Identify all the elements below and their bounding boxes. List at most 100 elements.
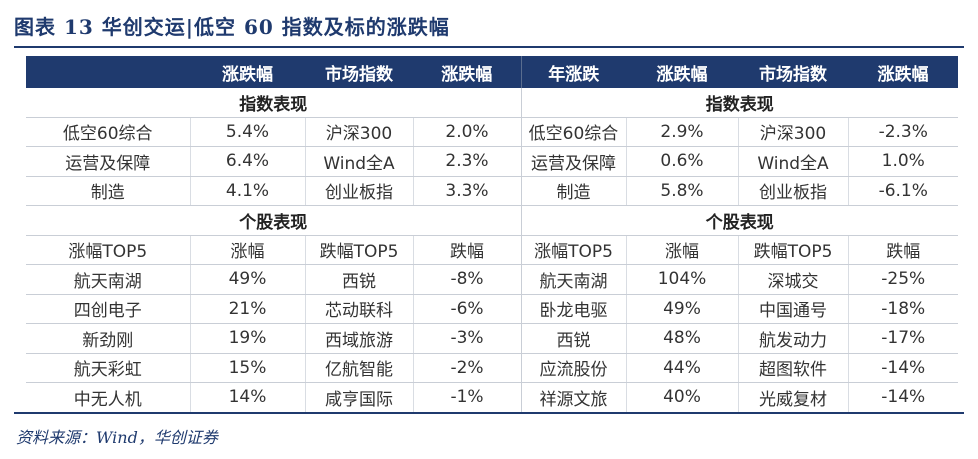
table-row: 低空60综合 5.4% 沪深300 2.0% 低空60综合 2.9% 沪深300…: [26, 117, 958, 147]
table-cell: 21%: [189, 294, 305, 324]
table-cell: 西锐: [520, 323, 626, 354]
table-cell: -18%: [847, 294, 958, 324]
table-row: 制造 4.1% 创业板指 3.3% 制造 5.8% 创业板指 -6.1%: [26, 176, 958, 206]
table-cell: 3.3%: [412, 176, 521, 206]
header-cell: 涨跌幅: [413, 56, 521, 88]
table-row: 航天彩虹 15% 亿航智能 -2% 应流股份 44% 超图软件 -14%: [26, 353, 958, 383]
figure-title: 图表 13 华创交运|低空 60 指数及标的涨跌幅: [14, 15, 450, 39]
table-cell: 创业板指: [737, 176, 848, 206]
header-cell: 涨跌幅: [626, 56, 738, 88]
table-cell: 超图软件: [737, 353, 848, 383]
header-cell: 市场指数: [738, 56, 848, 88]
subheader-cell: 涨幅: [189, 235, 305, 265]
table-cell: 44%: [625, 353, 738, 383]
table-cell: 航天南湖: [520, 264, 626, 295]
table-cell: Wind全A: [737, 146, 848, 177]
table-cell: -6.1%: [847, 176, 958, 206]
performance-table: 涨跌幅 市场指数 涨跌幅 年涨跌 涨跌幅 市场指数 涨跌幅 指数表现 指数表现 …: [26, 56, 958, 412]
table-cell: 2.0%: [412, 117, 521, 147]
table-cell: 低空60综合: [26, 117, 190, 147]
section-row-index: 指数表现 指数表现: [26, 88, 958, 118]
table-cell: 中无人机: [73, 389, 142, 410]
table-cell: 祥源文旅: [520, 382, 626, 412]
section-label-stocks-left: 个股表现: [26, 205, 521, 236]
section-label-index-left: 指数表现: [26, 88, 521, 118]
table-cell: -3%: [412, 323, 521, 354]
table-cell: 5.4%: [189, 117, 305, 147]
table-cell: 深城交: [737, 264, 848, 295]
table-cell: -17%: [847, 323, 958, 354]
table-row: 航天南湖 49% 西锐 -8% 航天南湖 104% 深城交 -25%: [26, 264, 958, 295]
table-cell: -1%: [412, 382, 521, 412]
table-cell: 15%: [189, 353, 305, 383]
table-cell: -2%: [412, 353, 521, 383]
subheader-cell: 涨幅TOP5: [520, 235, 626, 265]
header-cell: 年涨跌: [520, 56, 626, 88]
header-cell: 市场指数: [305, 56, 413, 88]
table-cell: 中国通号: [737, 294, 848, 324]
table-cell: 14%: [189, 382, 305, 412]
table-cell: 19%: [189, 323, 305, 354]
table-cell: 四创电子: [26, 294, 190, 324]
table-cell: 4.1%: [189, 176, 305, 206]
table-cell: 芯动联科: [304, 294, 413, 324]
table-cell: 亿航智能: [304, 353, 413, 383]
table-cell: 6.4%: [189, 146, 305, 177]
table-header-row: 涨跌幅 市场指数 涨跌幅 年涨跌 涨跌幅 市场指数 涨跌幅: [26, 56, 958, 88]
table-bottom-rule: [14, 412, 964, 414]
table-cell: 新劲刚: [26, 323, 190, 354]
table-cell: Wind全A: [304, 146, 413, 177]
section-label-index-right: 指数表现: [520, 88, 958, 118]
table-cell: -2.3%: [847, 117, 958, 147]
table-cell: 40%: [625, 382, 738, 412]
table-cell: -6%: [412, 294, 521, 324]
table-cell: 应流股份: [520, 353, 626, 383]
table-cell: 49%: [625, 294, 738, 324]
table-row: 中无人机 14% 咸亨国际 -1% 祥源文旅 40% 光威复材 -14%: [26, 382, 958, 412]
table-cell: 航发动力: [737, 323, 848, 354]
subheader-cell: 跌幅TOP5: [304, 235, 413, 265]
table-cell: 5.8%: [625, 176, 738, 206]
table-cell: -14%: [847, 382, 958, 412]
table-cell: 2.9%: [625, 117, 738, 147]
table-cell: 卧龙电驱: [520, 294, 626, 324]
subheader-cell: 涨幅: [625, 235, 738, 265]
source-note: 资料来源：Wind，华创证券: [16, 428, 218, 447]
table-cell: 西锐: [304, 264, 413, 295]
table-cell: -8%: [412, 264, 521, 295]
table-cell: 航天彩虹: [26, 353, 190, 383]
header-cell: 涨跌幅: [848, 56, 958, 88]
table-row: 运营及保障 6.4% Wind全A 2.3% 运营及保障 0.6% Wind全A…: [26, 146, 958, 177]
table-cell: 航天南湖: [26, 264, 190, 295]
table-row: 四创电子 21% 芯动联科 -6% 卧龙电驱 49% 中国通号 -18%: [26, 294, 958, 324]
table-cell: -14%: [847, 353, 958, 383]
subheader-cell: 跌幅: [412, 235, 521, 265]
table-cell: 1.0%: [847, 146, 958, 177]
table-cell: 创业板指: [304, 176, 413, 206]
table-cell: 西域旅游: [304, 323, 413, 354]
table-cell: 2.3%: [412, 146, 521, 177]
table-cell: 104%: [625, 264, 738, 295]
header-cell: 涨跌幅: [190, 56, 305, 88]
stock-subheader-row: 涨幅TOP5 涨幅 跌幅TOP5 跌幅 涨幅TOP5 涨幅 跌幅TOP5 跌幅: [26, 235, 958, 265]
table-cell: 49%: [189, 264, 305, 295]
table-cell: 运营及保障: [26, 146, 190, 177]
table-cell: 48%: [625, 323, 738, 354]
table-cell: 制造: [26, 176, 190, 206]
table-cell: 低空60综合: [520, 117, 626, 147]
header-cell: [26, 56, 190, 88]
subheader-cell: 涨幅TOP5: [26, 235, 190, 265]
table-cell: 0.6%: [625, 146, 738, 177]
table-cell: 咸亨国际: [304, 382, 413, 412]
title-divider: [14, 46, 964, 48]
section-row-stocks: 个股表现 个股表现: [26, 205, 958, 236]
table-cell: -25%: [847, 264, 958, 295]
table-cell: 运营及保障: [520, 146, 626, 177]
subheader-cell: 跌幅: [847, 235, 958, 265]
table-cell: 沪深300: [737, 117, 848, 147]
table-cell: 沪深300: [304, 117, 413, 147]
section-label-stocks-right: 个股表现: [520, 205, 958, 236]
subheader-cell: 跌幅TOP5: [737, 235, 848, 265]
table-cell: 制造: [520, 176, 626, 206]
table-row: 新劲刚 19% 西域旅游 -3% 西锐 48% 航发动力 -17%: [26, 323, 958, 354]
